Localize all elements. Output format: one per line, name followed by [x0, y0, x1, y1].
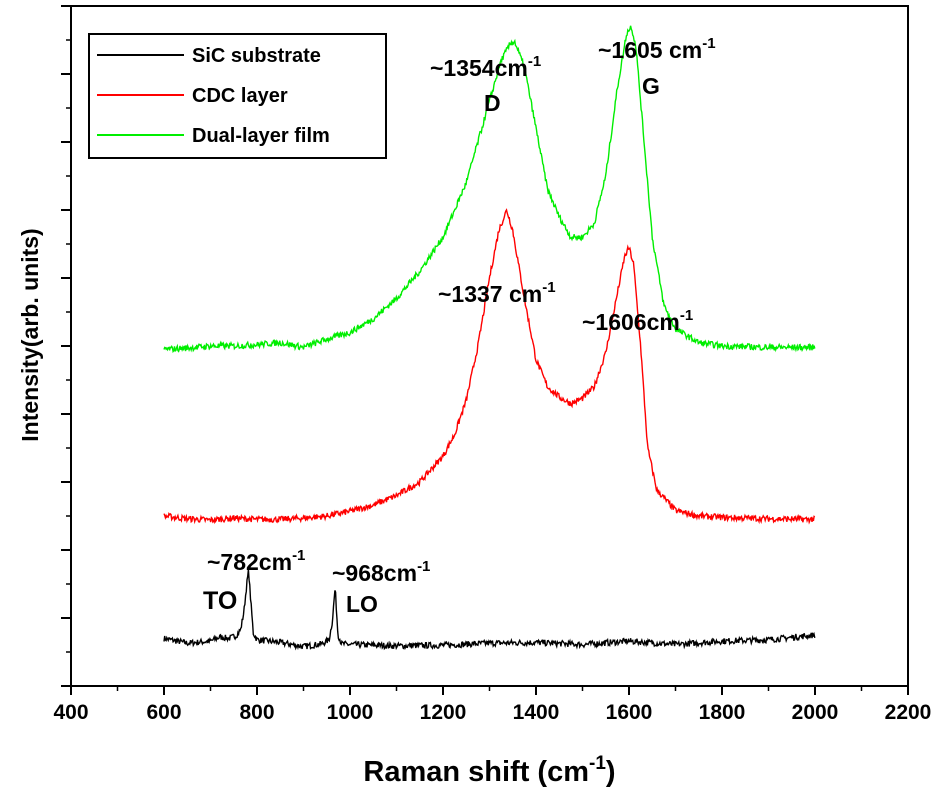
legend-label-2: CDC layer: [192, 85, 288, 107]
peak-annotation-dual-d-1: ~1354cm-1: [430, 53, 541, 81]
y-axis-title: Intensity(arb. units): [17, 228, 43, 441]
x-tick-label: 2000: [792, 701, 839, 724]
peak-annotation-dual-g-2: G: [642, 73, 660, 99]
peak-annotation-sic-to-2: TO: [203, 587, 237, 615]
x-tick-label: 1000: [327, 701, 374, 724]
series-line-3: [163, 25, 816, 354]
annotations-layer: ~782cm-1 TO ~968cm-1 LO ~1337 cm-1 ~1606cm-1 ~…: [203, 35, 716, 617]
series-line-1: [163, 569, 816, 651]
peak-annotation-sic-to-1: ~782cm-1: [207, 547, 305, 575]
series-layer: [163, 25, 816, 651]
peak-annotation-sic-lo-1: ~968cm-1: [332, 558, 430, 586]
legend-label-1: SiC substrate: [192, 45, 321, 67]
x-tick-label: 600: [146, 701, 181, 724]
peak-annotation-dual-d-2: D: [484, 90, 501, 116]
x-tick-label: 1400: [513, 701, 560, 724]
x-tick-label: 1600: [606, 701, 653, 724]
x-tick-label: 1800: [699, 701, 746, 724]
peak-annotation-cdc-g-1: ~1606cm-1: [582, 307, 693, 335]
x-tick-label: 800: [239, 701, 274, 724]
legend: SiC substrate CDC layer Dual-layer film: [88, 33, 387, 159]
series-line-2: [163, 208, 816, 525]
x-tick-label: 400: [53, 701, 88, 724]
x-tick-label: 1200: [420, 701, 467, 724]
ticks-layer: 400 600 800 1000 1200 1400 1600 1800 2000 2200: [53, 5, 932, 724]
legend-label-3: Dual-layer film: [192, 125, 330, 147]
peak-annotation-cdc-d-1: ~1337 cm-1: [438, 279, 556, 307]
peak-annotation-sic-lo-2: LO: [346, 591, 378, 617]
x-axis-title: Raman shift (cm-1): [363, 753, 615, 788]
x-tick-label: 2200: [885, 701, 932, 724]
peak-annotation-dual-g-1: ~1605 cm-1: [598, 35, 716, 63]
